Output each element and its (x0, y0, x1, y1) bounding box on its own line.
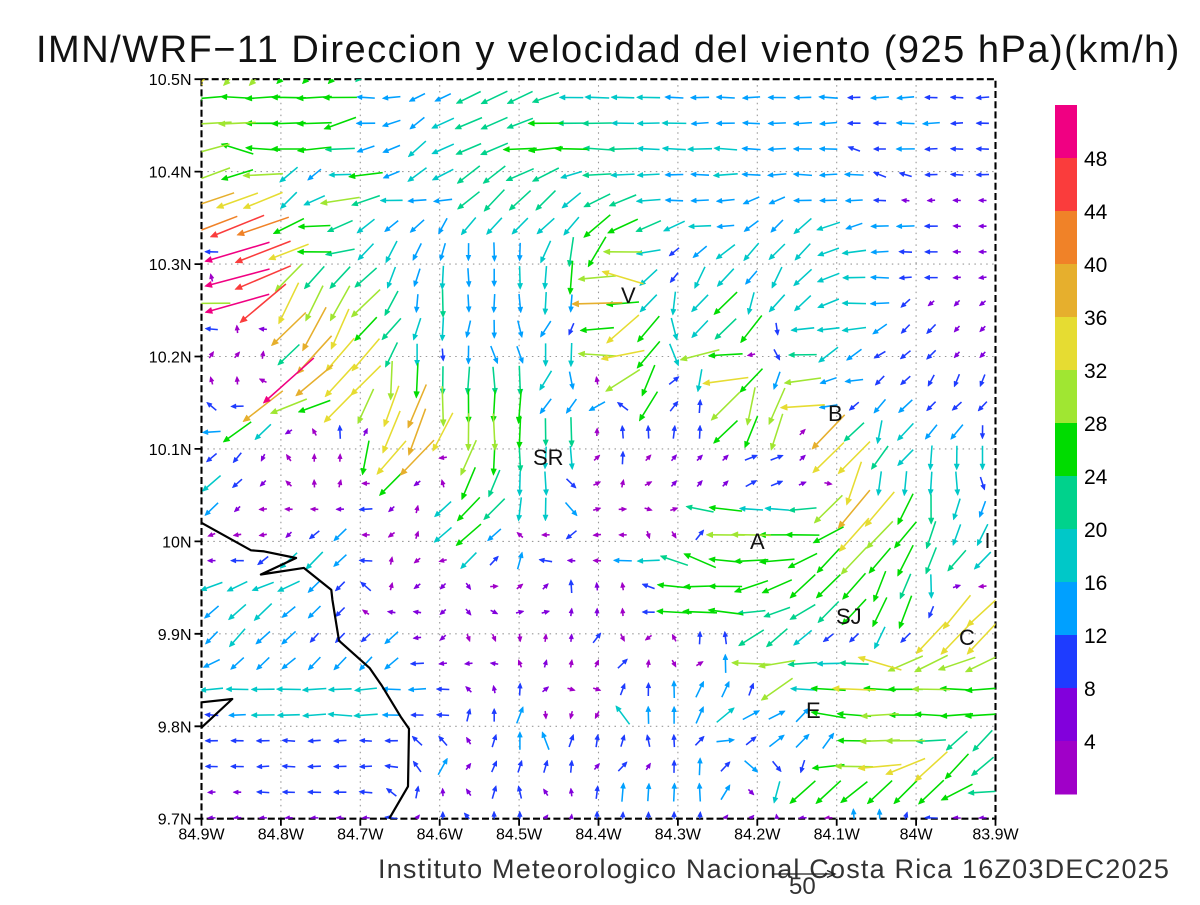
svg-text:20: 20 (1084, 519, 1107, 542)
svg-text:10N: 10N (162, 534, 191, 551)
svg-text:9.7N: 9.7N (158, 812, 192, 829)
svg-text:B: B (828, 401, 843, 426)
svg-text:SR: SR (533, 445, 564, 470)
svg-text:50: 50 (789, 873, 816, 900)
svg-text:36: 36 (1084, 307, 1107, 330)
svg-text:28: 28 (1084, 413, 1107, 436)
svg-text:83.9W: 83.9W (972, 827, 1019, 844)
svg-text:84.8W: 84.8W (258, 827, 305, 844)
svg-text:10.1N: 10.1N (149, 442, 192, 459)
svg-text:9.9N: 9.9N (158, 627, 192, 644)
svg-text:32: 32 (1084, 360, 1107, 383)
svg-text:A: A (750, 529, 765, 554)
svg-text:SJ: SJ (836, 604, 862, 629)
svg-text:48: 48 (1084, 148, 1107, 171)
svg-text:40: 40 (1084, 254, 1107, 277)
svg-text:10.5N: 10.5N (149, 72, 192, 89)
svg-text:24: 24 (1084, 466, 1108, 489)
svg-text:9.8N: 9.8N (158, 719, 192, 736)
svg-text:V: V (621, 283, 636, 308)
svg-text:44: 44 (1084, 201, 1108, 224)
svg-text:4: 4 (1084, 731, 1096, 754)
svg-text:10.4N: 10.4N (149, 165, 192, 182)
svg-text:84.2W: 84.2W (734, 827, 781, 844)
svg-text:8: 8 (1084, 678, 1096, 701)
svg-text:84.6W: 84.6W (417, 827, 464, 844)
svg-text:IMN/WRF−11 Direccion y velocid: IMN/WRF−11 Direccion y velocidad del vie… (36, 29, 1181, 71)
svg-text:84.1W: 84.1W (814, 827, 861, 844)
svg-text:84.3W: 84.3W (655, 827, 702, 844)
svg-text:84.4W: 84.4W (575, 827, 622, 844)
svg-text:12: 12 (1084, 625, 1107, 648)
svg-text:16: 16 (1084, 572, 1107, 595)
svg-text:C: C (959, 625, 975, 650)
svg-text:84.9W: 84.9W (178, 827, 225, 844)
svg-text:84.7W: 84.7W (337, 827, 384, 844)
svg-text:Instituto Meteorologico Nacion: Instituto Meteorologico Nacional Costa R… (378, 854, 1170, 884)
svg-text:84.5W: 84.5W (496, 827, 543, 844)
svg-text:E: E (806, 698, 821, 723)
svg-text:10.3N: 10.3N (149, 257, 192, 274)
svg-text:10.2N: 10.2N (149, 350, 192, 367)
svg-text:84W: 84W (900, 827, 934, 844)
